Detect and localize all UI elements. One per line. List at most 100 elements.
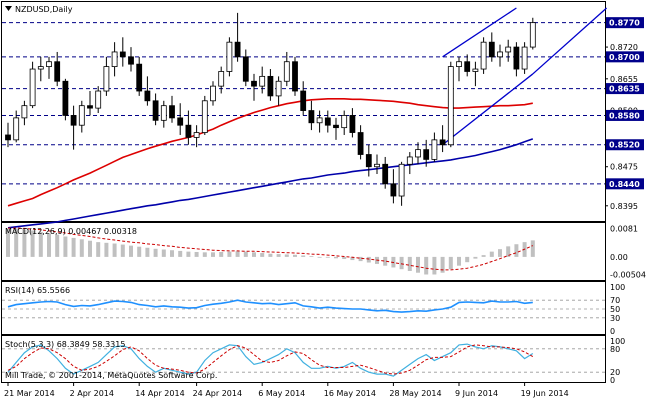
macd-histogram-bar xyxy=(47,233,51,257)
level-price-box xyxy=(606,139,644,151)
bear-candle xyxy=(357,132,364,155)
macd-histogram-bar xyxy=(383,256,388,266)
bear-candle xyxy=(390,183,397,197)
stoch-tick-label: 0 xyxy=(610,376,615,385)
candles xyxy=(5,12,536,206)
bull-candle xyxy=(431,139,438,160)
bull-candle xyxy=(505,46,512,53)
stoch-tick-label: 100 xyxy=(610,337,625,346)
macd-histogram-bar xyxy=(465,256,470,263)
bear-candle xyxy=(439,139,446,146)
bull-candle xyxy=(201,100,208,133)
stoch-tick-label: 20 xyxy=(610,368,620,377)
macd-histogram-bar xyxy=(14,228,19,257)
macd-histogram-bar xyxy=(219,251,224,257)
macd-histogram-bar xyxy=(243,251,248,257)
macd-histogram-bar xyxy=(153,248,158,257)
bear-candle xyxy=(464,61,471,72)
bull-candle xyxy=(415,149,421,158)
bear-candle xyxy=(308,110,315,124)
bull-candle xyxy=(480,41,487,70)
bear-candle xyxy=(488,41,495,58)
macd-histogram-bar xyxy=(530,240,535,257)
macd-histogram-bar xyxy=(227,251,232,257)
macd-histogram-bar xyxy=(88,240,92,257)
macd-histogram-bar xyxy=(194,251,199,257)
bear-candle xyxy=(251,80,257,87)
bull-candle xyxy=(37,66,44,70)
bull-candle xyxy=(218,71,225,87)
macd-histogram-bar xyxy=(399,256,404,270)
macd-tick-label: -0.00504 xyxy=(610,271,646,280)
macd-histogram-bar xyxy=(38,231,43,257)
bull-candle xyxy=(13,117,20,141)
macd-histogram-bar xyxy=(79,239,84,257)
level-price-label: 0.8520 xyxy=(609,141,640,150)
bear-candle xyxy=(382,163,389,185)
level-price-box xyxy=(606,178,644,190)
bull-candle xyxy=(160,105,167,121)
bear-candle xyxy=(349,115,356,133)
trend-line xyxy=(532,7,608,75)
bear-candle xyxy=(177,117,184,126)
macd-histogram-bar xyxy=(301,255,306,257)
macd-histogram-bar xyxy=(178,250,183,257)
copyright-text: Mill Trade, © 2001-2014, MetaQuotes Soft… xyxy=(5,371,217,380)
macd-histogram-bar xyxy=(96,242,101,257)
bear-candle xyxy=(87,105,93,109)
macd-histogram-bar xyxy=(129,245,133,257)
date-axis: 21 Mar 2014 2 Apr 2014 14 Apr 2014 24 Apr 2… xyxy=(4,383,569,398)
bull-candle xyxy=(103,66,110,92)
macd-histogram-bar xyxy=(71,237,76,257)
ma-blue-line xyxy=(7,138,534,229)
symbol-dropdown-icon[interactable] xyxy=(5,6,12,11)
macd-histogram-bar xyxy=(120,244,125,257)
bull-candle xyxy=(374,163,380,168)
bear-candle xyxy=(119,51,126,58)
level-price-label: 0.8635 xyxy=(609,85,640,94)
bull-candle xyxy=(95,90,102,109)
bear-candle xyxy=(423,149,430,160)
macd-histogram-bar xyxy=(514,244,519,257)
bear-candle xyxy=(5,134,11,141)
level-price-label: 0.8770 xyxy=(609,19,640,28)
macd-histogram-bar xyxy=(284,254,289,257)
rsi-line xyxy=(7,299,533,313)
macd-title: MACD(12,26,9) 0.00467 0.00318 xyxy=(5,227,137,236)
macd-histogram-bar xyxy=(22,229,27,257)
bear-candle xyxy=(234,41,241,58)
date-tick-label: 6 May 2014 xyxy=(258,389,305,398)
macd-histogram-bar xyxy=(145,247,150,257)
macd-histogram-bar xyxy=(235,251,240,257)
macd-histogram-bar xyxy=(489,251,494,257)
bull-candle xyxy=(472,68,479,72)
macd-histogram-bar xyxy=(481,255,486,257)
macd-histogram-bar xyxy=(473,256,478,259)
macd-histogram-bar xyxy=(260,253,265,257)
macd-histogram-bar xyxy=(252,252,256,257)
moving-averages xyxy=(7,98,534,229)
bear-candle xyxy=(62,80,69,116)
macd-histogram-bar xyxy=(448,256,453,270)
macd-histogram-bar xyxy=(334,256,338,259)
rsi-tick-label: 30 xyxy=(610,314,620,323)
stoch-main-line xyxy=(7,343,534,377)
level-price-label: 0.8700 xyxy=(609,53,640,62)
trend-channel-lines xyxy=(442,7,608,146)
macd-indicator: 0.0081 0.00 -0.00504 xyxy=(6,224,646,280)
rsi-title: RSI(14) 65.5566 xyxy=(5,286,70,295)
date-tick-label: 24 Apr 2014 xyxy=(193,389,242,398)
level-price-box xyxy=(606,51,644,63)
price-axis: 0.87700.87200.87000.86550.86350.85900.85… xyxy=(605,17,644,211)
macd-tick-label: 0.00 xyxy=(610,253,628,262)
macd-tick-label: 0.0081 xyxy=(610,224,638,233)
bear-candle xyxy=(152,100,159,121)
stoch-title: Stoch(5,3,3) 68.3849 58.3315 xyxy=(5,340,125,349)
bull-candle xyxy=(210,85,216,102)
bear-candle xyxy=(300,90,307,111)
bull-candle xyxy=(406,156,413,165)
bull-candle xyxy=(21,105,28,119)
level-price-label: 0.8580 xyxy=(609,111,640,120)
macd-histogram-bar xyxy=(202,252,207,257)
